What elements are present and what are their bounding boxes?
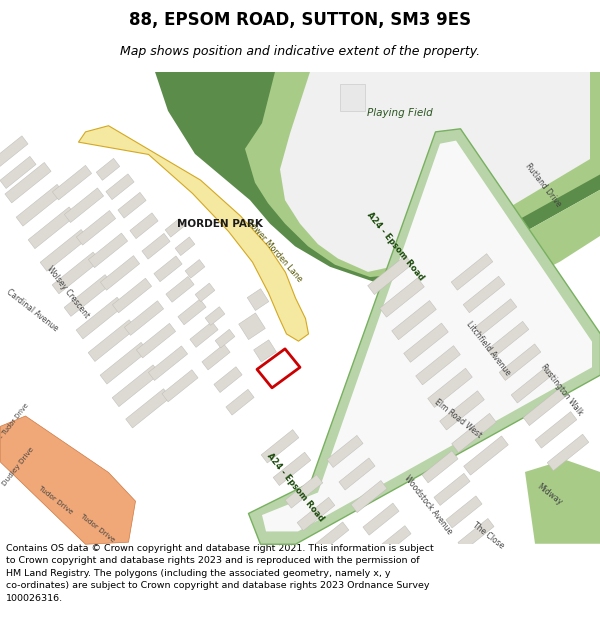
Text: Playing Field: Playing Field [367,108,433,118]
Text: Rutland Drive: Rutland Drive [523,161,563,208]
Text: Woodstock Avenue: Woodstock Avenue [402,474,454,536]
Text: Lower Morden Lane: Lower Morden Lane [246,219,304,284]
Text: Contains OS data © Crown copyright and database right 2021. This information is : Contains OS data © Crown copyright and d… [6,544,434,602]
Text: A24 - Epsom Road: A24 - Epsom Road [265,451,325,523]
Text: Tudor Drive: Tudor Drive [38,486,74,516]
Text: MORDEN PARK: MORDEN PARK [177,219,263,229]
Text: 88, EPSOM ROAD, SUTTON, SM3 9ES: 88, EPSOM ROAD, SUTTON, SM3 9ES [129,11,471,29]
Text: Rustington Walk: Rustington Walk [539,362,585,418]
Text: Dudley Drive: Dudley Drive [1,446,35,488]
Text: The Close: The Close [470,521,505,551]
Text: B279 - Tudor Drive: B279 - Tudor Drive [0,402,29,455]
Text: Litchfield Avenue: Litchfield Avenue [464,320,512,378]
Text: Map shows position and indicative extent of the property.: Map shows position and indicative extent… [120,45,480,58]
Text: Cardinal Avenue: Cardinal Avenue [5,287,59,332]
Text: Elm Road West: Elm Road West [433,398,483,440]
Text: Wolsey Crescent: Wolsey Crescent [45,265,91,320]
Text: Midway: Midway [536,482,564,507]
Text: Tudor Drive: Tudor Drive [80,513,116,544]
Text: A24 - Epsom Road: A24 - Epsom Road [365,210,425,282]
